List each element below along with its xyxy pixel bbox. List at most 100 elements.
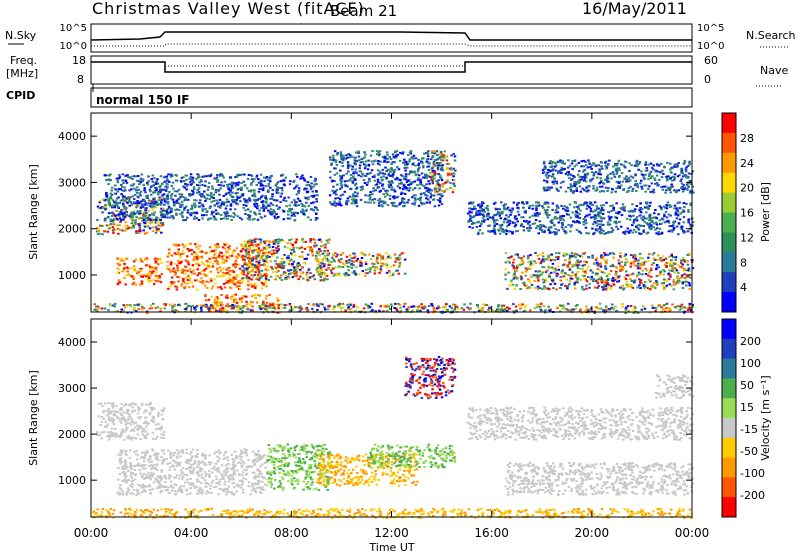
velocity-echo-region bbox=[504, 461, 694, 496]
power-echo-region bbox=[541, 159, 695, 194]
sky-tick-bottom-left: 10^0 bbox=[60, 41, 87, 52]
velocity-colorbar-tick: 15 bbox=[740, 401, 754, 414]
velocity-colorbar-tick: -200 bbox=[740, 489, 765, 502]
velocity-colorbar-swatch bbox=[722, 437, 736, 459]
velocity-echo-region bbox=[116, 448, 269, 496]
power-ytick-label: 1000 bbox=[58, 269, 86, 282]
power-ytick-label: 4000 bbox=[58, 130, 86, 143]
velocity-colorbar-tick: 100 bbox=[740, 357, 761, 370]
power-ylabel: Slant Range [km] bbox=[27, 164, 40, 260]
power-colorbar: 4 8 12 16 20 24 28 bbox=[721, 112, 754, 313]
power-echo-region bbox=[429, 150, 457, 194]
velocity-echo-region bbox=[96, 402, 166, 441]
x-tick-label: 08:00 bbox=[274, 526, 309, 540]
power-colorbar-swatch bbox=[722, 252, 736, 273]
cpid-mode: normal 150 IF bbox=[96, 93, 190, 107]
velocity-echo-region bbox=[466, 406, 694, 441]
velocity-colorbar-tick: -100 bbox=[740, 467, 765, 480]
sky-left-label: N.Sky bbox=[5, 29, 37, 42]
velocity-ylabel: Slant Range [km] bbox=[27, 370, 40, 466]
velocity-echo-region bbox=[654, 374, 694, 400]
power-colorbar-tick: 24 bbox=[740, 157, 754, 170]
velocity-colorbar-tick: 50 bbox=[740, 379, 754, 392]
velocity-colorbar-tick: -50 bbox=[740, 445, 758, 458]
power-echo-region bbox=[467, 201, 695, 236]
power-data bbox=[93, 150, 695, 314]
sky-nsearch-line bbox=[91, 43, 692, 47]
power-echo-region bbox=[93, 302, 694, 314]
power-colorbar-swatch bbox=[722, 192, 736, 213]
velocity-cbar-label: Velocity [m s⁻¹] bbox=[759, 375, 772, 460]
power-echo-region bbox=[116, 257, 163, 286]
velocity-ytick-label: 2000 bbox=[58, 428, 86, 441]
power-echo-region bbox=[166, 242, 269, 291]
freq-tick-top-left: 18 bbox=[72, 54, 86, 67]
power-colorbar-swatch bbox=[722, 113, 736, 134]
freq-right-label: Nave bbox=[760, 64, 788, 77]
power-colorbar-tick: 20 bbox=[740, 182, 754, 195]
nave-line bbox=[91, 61, 692, 67]
power-echo-region bbox=[504, 251, 695, 291]
velocity-colorbar-swatch bbox=[722, 457, 736, 478]
power-ytick-label: 2000 bbox=[58, 223, 86, 236]
power-echo-region bbox=[316, 251, 407, 277]
power-colorbar-tick: 8 bbox=[740, 256, 747, 269]
power-colorbar-swatch bbox=[722, 152, 736, 174]
velocity-panel: 1000 2000 3000 4000 Slant Range [km] 200 100… bbox=[27, 318, 772, 519]
power-colorbar-swatch bbox=[722, 132, 736, 154]
power-colorbar-tick: 12 bbox=[740, 231, 754, 244]
sky-tick-bottom-right: 10^0 bbox=[697, 41, 724, 52]
x-tick-label: 12:00 bbox=[374, 526, 409, 540]
x-axis-label: Time UT bbox=[368, 541, 414, 554]
velocity-colorbar-swatch bbox=[722, 418, 736, 439]
freq-panel: Freq. [MHz] 18 8 60 0 Nave bbox=[6, 54, 788, 92]
velocity-ytick-label: 3000 bbox=[58, 382, 86, 395]
beam-label: Beam 21 bbox=[330, 2, 397, 20]
power-echo-region bbox=[328, 150, 444, 208]
cpid-label: CPID bbox=[6, 89, 35, 102]
power-colorbar-tick: 4 bbox=[740, 281, 747, 294]
plot-title: Christmas Valley West (fitACF) bbox=[92, 0, 365, 18]
freq-tick-bottom-right: 0 bbox=[704, 73, 711, 86]
power-colorbar-swatch bbox=[722, 212, 736, 233]
date-label: 16/May/2011 bbox=[582, 0, 687, 18]
power-colorbar-swatch bbox=[722, 292, 736, 313]
velocity-colorbar-tick: 200 bbox=[740, 335, 761, 348]
power-echo-region bbox=[103, 173, 319, 222]
freq-label-1: Freq. bbox=[10, 54, 37, 67]
velocity-echo-region bbox=[366, 443, 457, 469]
velocity-data bbox=[91, 355, 694, 519]
freq-tick-bottom-left: 8 bbox=[77, 73, 84, 86]
x-tick-label: 00:00 bbox=[675, 526, 710, 540]
power-colorbar-swatch bbox=[722, 272, 736, 293]
velocity-colorbar-swatch bbox=[722, 398, 736, 419]
velocity-colorbar-swatch bbox=[722, 319, 736, 340]
velocity-colorbar: 200 100 50 15 -15 -50 -100 -200 bbox=[721, 318, 765, 518]
power-colorbar-swatch bbox=[722, 232, 736, 253]
x-tick-label: 16:00 bbox=[474, 526, 509, 540]
power-colorbar-tick: 28 bbox=[740, 132, 754, 145]
velocity-echo-region bbox=[316, 452, 419, 487]
velocity-colorbar-swatch bbox=[722, 477, 736, 498]
x-tick-label: 04:00 bbox=[174, 526, 209, 540]
velocity-ytick-label: 1000 bbox=[58, 474, 86, 487]
velocity-colorbar-swatch bbox=[722, 378, 736, 399]
power-echo-region bbox=[241, 238, 332, 282]
sky-right-label: N.Search bbox=[746, 29, 796, 42]
power-colorbar-tick: 16 bbox=[740, 207, 754, 220]
power-cbar-label: Power [dB] bbox=[759, 182, 772, 242]
power-panel: 1000 2000 3000 4000 Slant Range [km] 4 8 12 16… bbox=[27, 112, 772, 314]
velocity-colorbar-tick: -15 bbox=[740, 423, 758, 436]
sky-tick-top-left: 10^5 bbox=[60, 23, 87, 34]
x-tick-label: 20:00 bbox=[575, 526, 610, 540]
velocity-colorbar-swatch bbox=[722, 338, 736, 360]
velocity-colorbar-swatch bbox=[722, 497, 736, 518]
power-colorbar-swatch bbox=[722, 172, 736, 194]
freq-line bbox=[91, 61, 692, 73]
velocity-echo-region bbox=[404, 355, 457, 400]
velocity-ytick-label: 4000 bbox=[58, 336, 86, 349]
sky-tick-top-right: 10^5 bbox=[697, 23, 724, 34]
sky-nsky-line bbox=[90, 31, 692, 41]
freq-label-2: [MHz] bbox=[6, 67, 38, 80]
